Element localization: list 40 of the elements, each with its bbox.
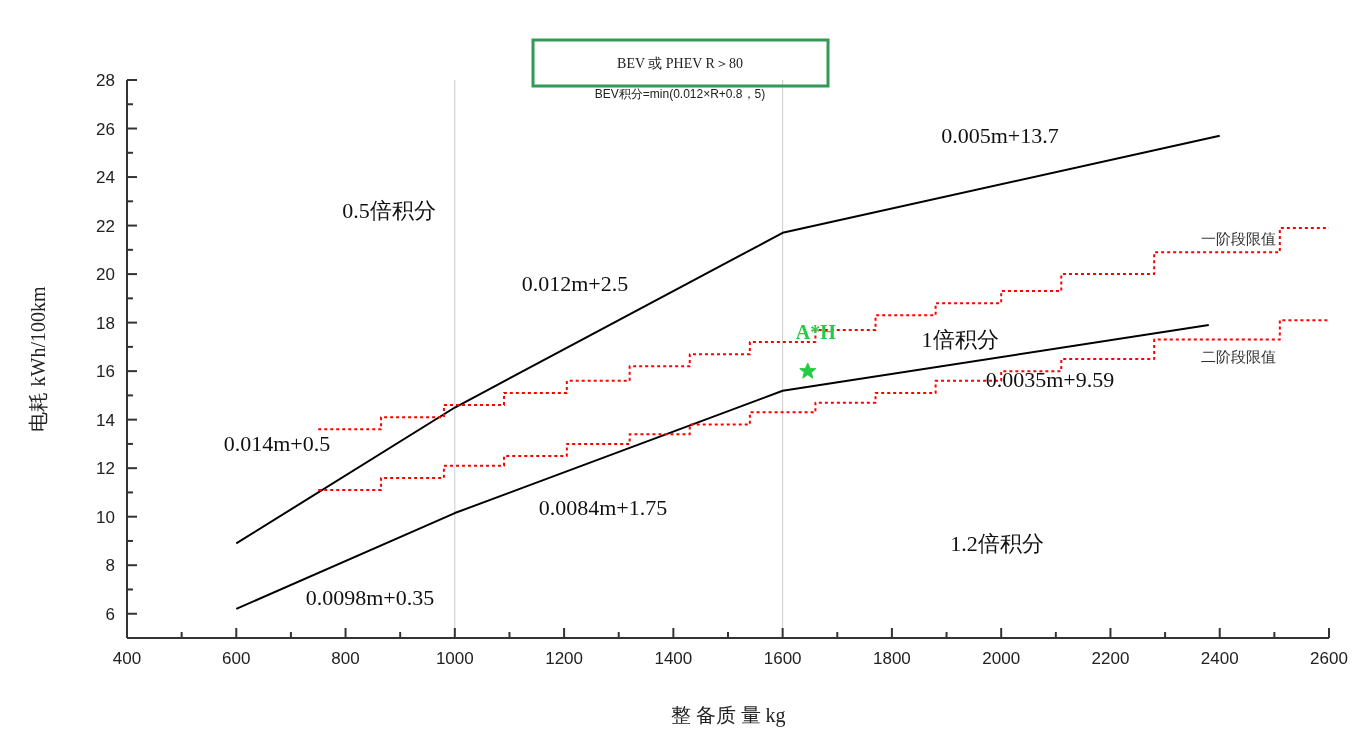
x-tick-label: 1800: [873, 649, 911, 668]
y-tick-label: 8: [105, 556, 115, 576]
annotation: 0.0084m+1.75: [538, 495, 668, 520]
x-tick-label: 2400: [1200, 649, 1239, 668]
y-tick-label: 12: [96, 459, 115, 479]
text: BEV积分=min(0.012×R+0.8，5): [594, 87, 766, 101]
y-tick-label: 24: [96, 168, 115, 188]
x-axis-title: 整 备质 量 kg: [670, 704, 786, 727]
x-tick-label: 400: [112, 649, 142, 668]
annotation: 0.5倍积分: [342, 198, 436, 223]
x-tick-label: 1000: [435, 649, 474, 668]
series-label: A*H: [795, 321, 837, 344]
annotation: 0.014m+0.5: [223, 431, 331, 456]
annotation: 0.012m+2.5: [521, 271, 629, 296]
y-tick-label: 26: [96, 119, 115, 139]
annotation: 1.2倍积分: [950, 531, 1044, 556]
annotation: 0.005m+13.7: [941, 123, 1059, 148]
y-tick-label: 14: [96, 410, 115, 430]
y-tick-label: 6: [105, 604, 115, 624]
y-tick-label: 16: [96, 362, 115, 382]
x-tick-label: 600: [222, 649, 251, 668]
y-tick-label: 20: [96, 265, 115, 285]
y-tick-label: 10: [96, 507, 115, 527]
x-tick-label: 2600: [1310, 649, 1348, 668]
x-tick-label: 1200: [545, 649, 583, 668]
y-axis-title: 电耗 kWh/100km: [27, 286, 49, 432]
y-tick-label: 22: [96, 216, 115, 236]
series-label: 一阶段限值: [1200, 231, 1276, 248]
y-tick-label: 18: [96, 313, 115, 333]
x-tick-label: 2200: [1091, 649, 1130, 668]
chart-title: BEV 或 PHEV R＞80: [617, 56, 743, 71]
annotation: 1倍积分: [921, 327, 999, 352]
x-tick-label: 2000: [982, 649, 1021, 668]
x-tick-label: 1600: [763, 649, 802, 668]
x-tick-label: 1400: [654, 649, 693, 668]
annotation: 0.0035m+9.59: [985, 367, 1115, 392]
annotation: 0.0098m+0.35: [305, 585, 435, 610]
y-tick-label: 28: [96, 71, 115, 90]
series-label: 二阶段限值: [1200, 348, 1276, 365]
x-tick-label: 800: [331, 649, 360, 668]
